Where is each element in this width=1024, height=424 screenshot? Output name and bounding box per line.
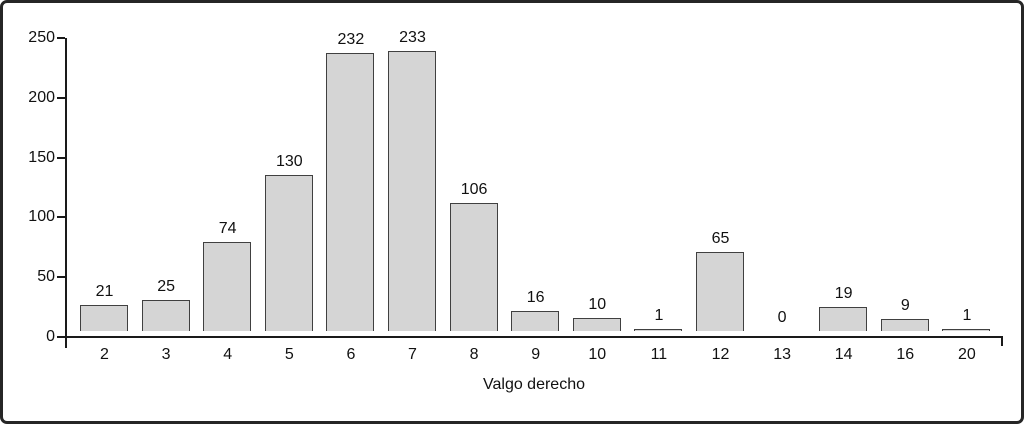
bar-chart: 0 50 100 150 200 250 21 25 74 130 232 233 106 16 10 1 6… — [3, 3, 1021, 421]
bar-value-label: 65 — [711, 230, 730, 248]
x-tick-label: 5 — [284, 346, 294, 363]
bar-value-label: 9 — [900, 297, 910, 315]
bar — [80, 304, 128, 331]
bar-value-label: 1 — [962, 306, 972, 324]
y-tick-label: 0 — [46, 328, 55, 345]
y-tick-label: 200 — [28, 88, 55, 106]
x-tick-label: 8 — [469, 346, 479, 363]
x-tick-label: 9 — [531, 346, 541, 363]
x-tick-label: 14 — [834, 346, 853, 363]
x-axis-title: Valgo derecho — [483, 376, 585, 393]
bar — [511, 310, 560, 331]
y-tick-label: 150 — [28, 148, 55, 166]
bar-value-label: 130 — [275, 152, 303, 170]
x-tick-label: 6 — [346, 346, 356, 363]
y-axis-line — [65, 38, 67, 348]
bar — [819, 307, 868, 331]
bar — [388, 51, 436, 331]
x-tick-label: 11 — [650, 346, 668, 363]
bar — [696, 252, 744, 331]
bar — [449, 203, 498, 331]
x-tick-label: 20 — [957, 346, 976, 363]
x-axis-end-tick — [1001, 336, 1003, 346]
x-tick-label: 7 — [408, 346, 417, 363]
bar — [203, 241, 252, 331]
y-tick-mark — [57, 276, 65, 279]
x-axis-line — [65, 336, 1003, 338]
bar-value-label: 16 — [526, 288, 545, 306]
x-tick-label: 4 — [223, 346, 233, 363]
y-tick-mark — [57, 216, 65, 219]
bar-value-label: 232 — [337, 30, 365, 48]
bar-value-label: 25 — [157, 278, 175, 296]
y-tick-mark — [57, 37, 65, 39]
bar-value-label: 0 — [777, 309, 787, 326]
bar-value-label: 106 — [460, 181, 488, 199]
x-tick-label: 10 — [588, 346, 607, 363]
bar-value-label: 74 — [218, 219, 237, 237]
bar-value-label: 10 — [588, 296, 607, 314]
bar — [572, 318, 621, 331]
x-tick-label: 13 — [773, 346, 791, 363]
y-tick-label: 100 — [28, 208, 55, 226]
y-tick-label: 50 — [37, 268, 55, 286]
y-tick-mark — [57, 96, 65, 99]
bar — [141, 300, 190, 331]
bar-value-label: 233 — [399, 29, 426, 47]
y-tick-label: 250 — [28, 29, 55, 46]
x-tick-label: 2 — [100, 346, 109, 363]
y-tick-mark — [57, 336, 65, 338]
bar — [942, 328, 991, 331]
bar — [634, 328, 683, 331]
bar-value-label: 1 — [654, 306, 664, 324]
bar-value-label: 19 — [834, 285, 853, 303]
bar — [880, 319, 929, 331]
x-tick-label: 3 — [161, 346, 171, 363]
x-tick-label: 16 — [896, 346, 915, 363]
bar-value-label: 21 — [95, 282, 114, 300]
x-tick-label: 12 — [711, 346, 730, 363]
y-tick-mark — [57, 156, 65, 159]
bar — [326, 52, 375, 331]
bar — [264, 174, 313, 331]
